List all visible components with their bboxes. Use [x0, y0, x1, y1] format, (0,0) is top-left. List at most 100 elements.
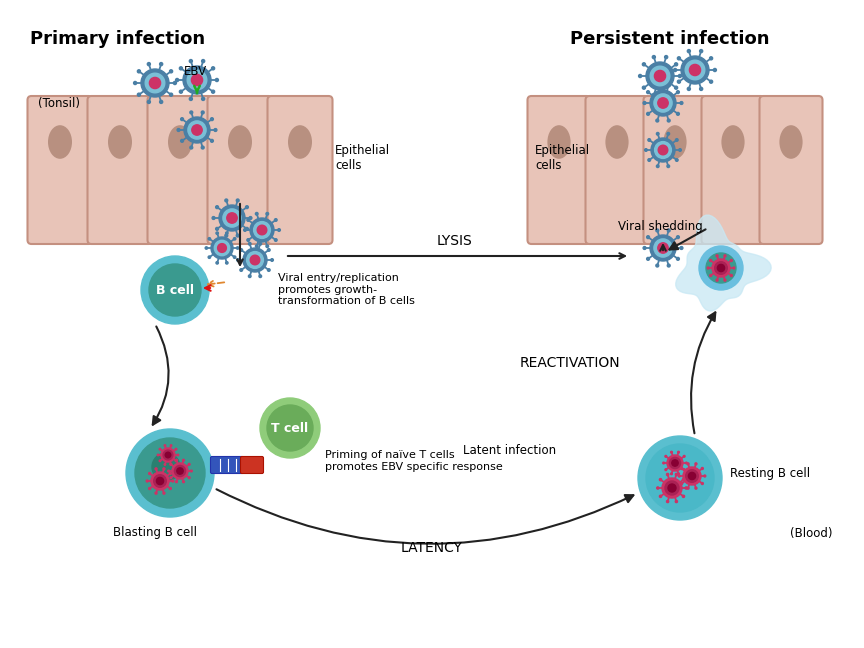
Ellipse shape	[721, 125, 745, 159]
Circle shape	[651, 138, 675, 162]
Text: Epithelial
cells: Epithelial cells	[535, 144, 590, 172]
Circle shape	[646, 91, 650, 93]
Circle shape	[666, 474, 669, 476]
Text: B cell: B cell	[156, 284, 194, 297]
FancyArrowPatch shape	[670, 229, 706, 249]
Circle shape	[216, 205, 219, 209]
Circle shape	[709, 259, 712, 262]
Circle shape	[183, 66, 211, 94]
Circle shape	[245, 227, 248, 230]
Circle shape	[679, 148, 682, 152]
Circle shape	[689, 64, 701, 76]
Circle shape	[704, 475, 706, 477]
Circle shape	[685, 487, 687, 489]
Circle shape	[670, 457, 681, 469]
FancyBboxPatch shape	[207, 96, 272, 244]
Circle shape	[674, 69, 677, 71]
Circle shape	[268, 249, 270, 251]
Circle shape	[257, 226, 267, 235]
Circle shape	[724, 279, 726, 281]
Circle shape	[169, 93, 173, 96]
Circle shape	[654, 239, 672, 257]
Circle shape	[259, 275, 262, 277]
Circle shape	[657, 487, 659, 489]
Circle shape	[226, 232, 228, 235]
Circle shape	[658, 145, 668, 155]
Circle shape	[163, 468, 165, 470]
Circle shape	[163, 492, 165, 494]
Circle shape	[686, 470, 698, 482]
Circle shape	[648, 139, 651, 141]
Circle shape	[208, 238, 211, 240]
Circle shape	[175, 78, 179, 82]
Text: REACTIVATION: REACTIVATION	[519, 356, 620, 370]
Circle shape	[266, 245, 269, 248]
Ellipse shape	[779, 125, 803, 159]
Circle shape	[677, 473, 679, 475]
Circle shape	[695, 463, 697, 465]
Circle shape	[157, 454, 159, 456]
Text: LYSIS: LYSIS	[437, 234, 473, 248]
Circle shape	[175, 448, 177, 450]
Circle shape	[181, 139, 183, 143]
Circle shape	[243, 248, 267, 272]
Circle shape	[268, 269, 270, 272]
FancyBboxPatch shape	[644, 96, 707, 244]
Circle shape	[254, 222, 270, 238]
Circle shape	[141, 256, 209, 324]
Circle shape	[714, 69, 716, 71]
Circle shape	[177, 128, 180, 132]
FancyArrowPatch shape	[153, 327, 168, 424]
Circle shape	[643, 102, 646, 104]
Circle shape	[256, 213, 258, 215]
Circle shape	[137, 70, 141, 73]
Circle shape	[677, 112, 679, 115]
FancyBboxPatch shape	[240, 456, 264, 474]
Circle shape	[246, 251, 264, 268]
Circle shape	[190, 146, 193, 149]
Circle shape	[709, 57, 713, 60]
Text: Viral entry/replication
promotes growth-
transformation of B cells: Viral entry/replication promotes growth-…	[278, 273, 415, 307]
Circle shape	[654, 71, 665, 82]
Circle shape	[658, 98, 668, 108]
Circle shape	[156, 478, 163, 485]
Circle shape	[678, 475, 680, 477]
FancyBboxPatch shape	[528, 96, 590, 244]
Text: Persistent infection: Persistent infection	[570, 30, 770, 48]
Circle shape	[244, 229, 246, 231]
Circle shape	[180, 90, 182, 93]
Circle shape	[683, 495, 684, 498]
Circle shape	[182, 459, 184, 461]
Circle shape	[687, 487, 689, 489]
Circle shape	[676, 159, 678, 161]
Circle shape	[219, 205, 245, 231]
Circle shape	[699, 246, 743, 290]
Circle shape	[645, 148, 647, 152]
Circle shape	[688, 49, 690, 52]
Circle shape	[681, 483, 683, 485]
Circle shape	[677, 57, 681, 60]
Circle shape	[677, 80, 681, 83]
Ellipse shape	[168, 125, 192, 159]
Circle shape	[667, 264, 670, 267]
Text: (Tonsil): (Tonsil)	[38, 97, 80, 110]
Circle shape	[638, 75, 642, 78]
FancyBboxPatch shape	[148, 96, 213, 244]
Circle shape	[664, 93, 668, 97]
Circle shape	[212, 67, 214, 70]
Circle shape	[151, 472, 169, 490]
Circle shape	[201, 146, 204, 149]
Circle shape	[709, 275, 712, 277]
Circle shape	[175, 465, 186, 476]
Circle shape	[216, 227, 219, 230]
Circle shape	[175, 481, 177, 483]
Circle shape	[646, 62, 674, 90]
Circle shape	[657, 165, 659, 168]
Circle shape	[211, 118, 213, 121]
Circle shape	[266, 213, 269, 215]
Circle shape	[201, 111, 204, 114]
FancyBboxPatch shape	[586, 96, 649, 244]
Circle shape	[702, 467, 703, 470]
Circle shape	[658, 243, 668, 253]
Circle shape	[676, 500, 677, 503]
